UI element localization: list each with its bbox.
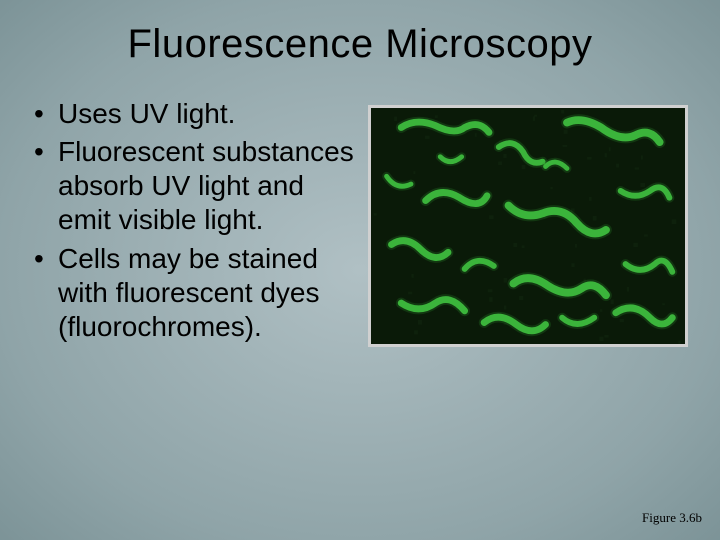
figure-label: Figure 3.6b <box>642 510 702 526</box>
content-area: Uses UV light. Fluorescent substances ab… <box>0 67 720 348</box>
bullet-item: Uses UV light. <box>28 97 358 131</box>
bullet-item: Fluorescent substances absorb UV light a… <box>28 135 358 237</box>
text-column: Uses UV light. Fluorescent substances ab… <box>28 97 358 348</box>
image-column <box>358 97 688 348</box>
bullet-item: Cells may be stained with fluorescent dy… <box>28 242 358 344</box>
page-title: Fluorescence Microscopy <box>0 0 720 67</box>
fluorescence-micrograph <box>368 105 688 347</box>
bullet-list: Uses UV light. Fluorescent substances ab… <box>28 97 358 344</box>
